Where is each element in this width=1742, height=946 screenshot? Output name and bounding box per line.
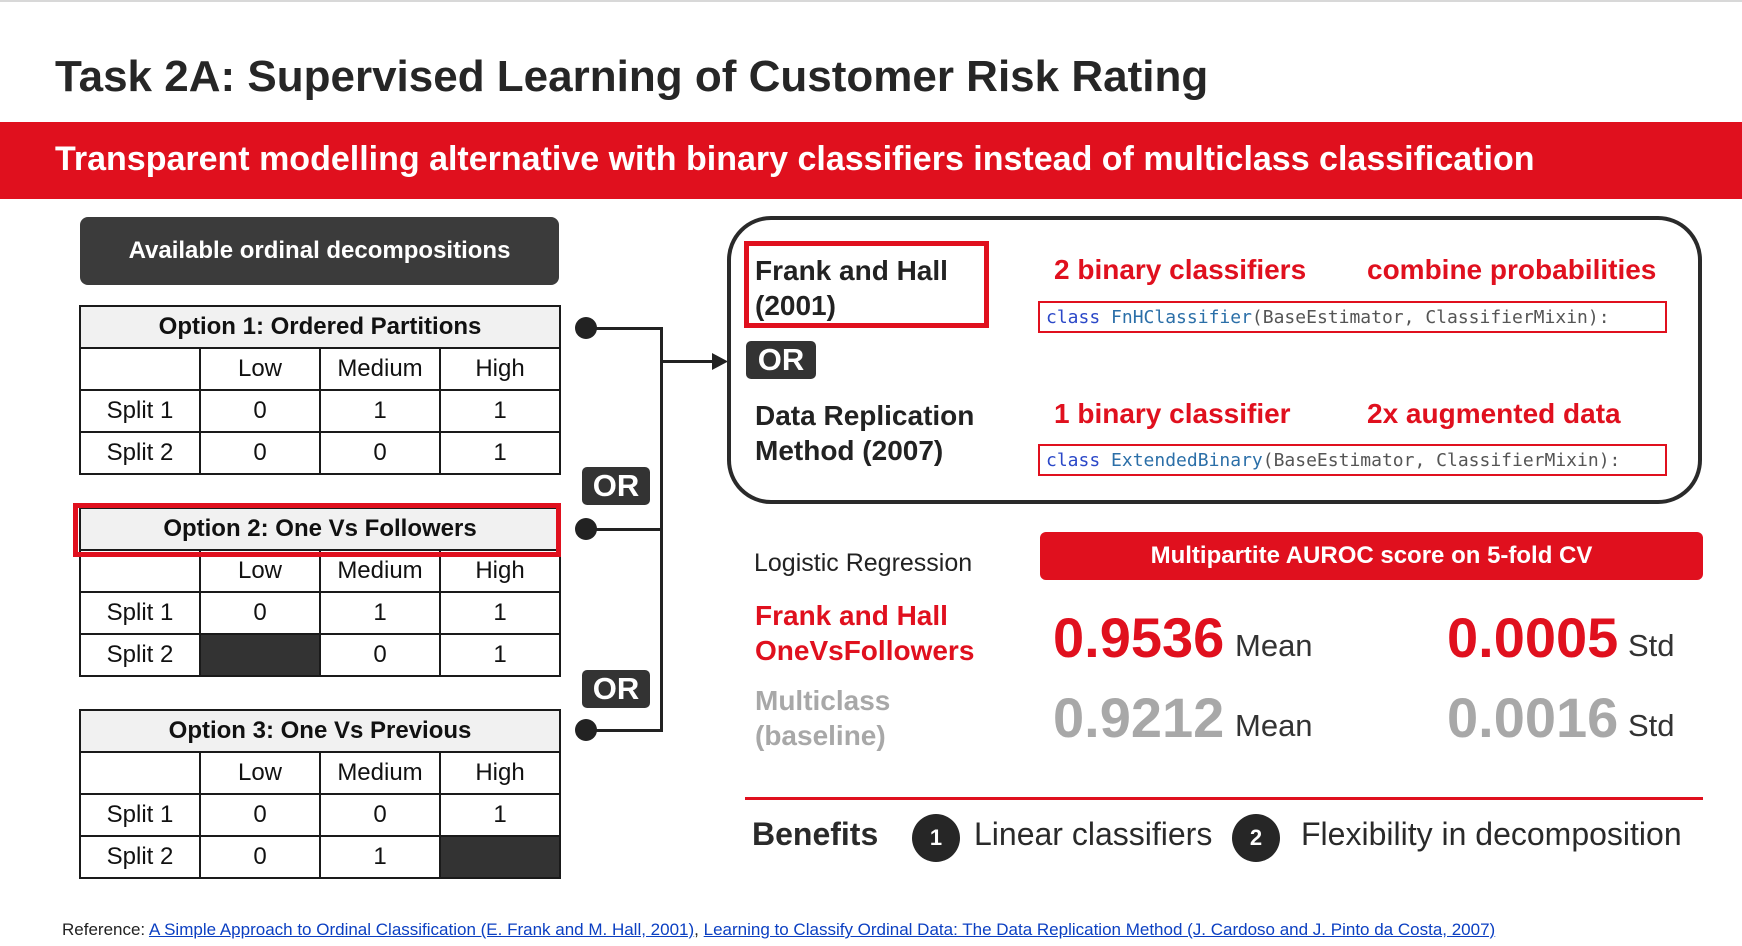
cell: 0 xyxy=(199,591,321,635)
cell: 0 xyxy=(199,835,321,879)
frank-hall-feature-2: combine probabilities xyxy=(1367,254,1657,285)
cell: 1 xyxy=(439,591,561,635)
col-header: Medium xyxy=(319,751,441,795)
methods-or-badge: OR xyxy=(746,341,816,379)
col-header: High xyxy=(438,347,562,391)
option-title: Option 2: One Vs Followers xyxy=(79,507,561,551)
benefits-label: Benefits xyxy=(752,816,879,852)
frank-hall-highlight xyxy=(744,241,989,328)
std-label: Std xyxy=(1628,708,1675,743)
mean-label: Mean xyxy=(1235,628,1313,663)
table-row: Split 2 0 1 xyxy=(79,633,561,677)
cell: 1 xyxy=(438,793,562,837)
reference-link-frank-hall[interactable]: A Simple Approach to Ordinal Classificat… xyxy=(148,920,695,939)
reference-prefix: Reference: xyxy=(62,920,146,939)
blank-cell xyxy=(199,633,321,677)
result-name-frank-hall: Frank and Hall OneVsFollowers xyxy=(755,600,975,666)
option-2-highlight xyxy=(73,503,561,557)
data-replication-name: Data Replication Method (2007) xyxy=(755,400,975,466)
table-row: Split 1 0 1 1 xyxy=(79,591,561,635)
table-header-row: Low Medium High xyxy=(79,751,562,795)
subtitle-text: Transparent modelling alternative with b… xyxy=(55,140,1535,178)
cell: 1 xyxy=(438,389,562,433)
table-row: Split 2 0 0 1 xyxy=(79,431,562,475)
frank-hall-name: Frank and Hall (2001) xyxy=(755,255,948,321)
data-replication-feature-1: 1 binary classifier xyxy=(1054,398,1291,429)
std-score: 0.0005 xyxy=(1447,606,1619,669)
cell: 1 xyxy=(438,431,562,475)
benefit-text: Linear classifiers xyxy=(974,816,1213,852)
benefit-text: Flexibility in decomposition xyxy=(1301,816,1682,852)
cell: 0 xyxy=(319,431,441,475)
arrow-shaft xyxy=(660,360,717,363)
mean-score: 0.9536 xyxy=(1053,606,1225,669)
cell: 1 xyxy=(319,389,441,433)
subtitle-banner: Transparent modelling alternative with b… xyxy=(0,122,1742,199)
result-name-baseline: Multiclass (baseline) xyxy=(755,685,891,751)
option-title: Option 1: Ordered Partitions xyxy=(78,305,562,349)
std-score: 0.0016 xyxy=(1447,686,1619,749)
reference-link-cardoso[interactable]: Learning to Classify Ordinal Data: The D… xyxy=(703,920,1496,939)
benefit-number-badge: 2 xyxy=(1232,814,1280,862)
row-label: Split 2 xyxy=(79,835,201,879)
mean-label: Mean xyxy=(1235,708,1313,743)
top-divider xyxy=(0,0,1742,2)
cell: 1 xyxy=(319,835,441,879)
table-row: Split 1 0 0 1 xyxy=(79,793,562,837)
row-label: Split 2 xyxy=(79,633,201,677)
row-label: Split 1 xyxy=(79,389,201,433)
cell: 0 xyxy=(319,793,441,837)
option-1-table: Option 1: Ordered Partitions Low Medium … xyxy=(78,305,562,475)
model-label: Logistic Regression xyxy=(754,549,973,577)
data-replication-code: class ExtendedBinary (BaseEstimator, Clas… xyxy=(1038,444,1667,476)
frank-hall-code: class FnHClassifier (BaseEstimator, Class… xyxy=(1038,301,1667,333)
connector-trunk xyxy=(660,327,663,732)
table-row: Split 2 0 1 xyxy=(79,835,562,879)
cell: 1 xyxy=(319,591,441,635)
cell: 0 xyxy=(199,389,321,433)
cell: 0 xyxy=(199,793,321,837)
cell: 1 xyxy=(439,633,561,677)
or-badge: OR xyxy=(582,467,650,505)
connector-line xyxy=(586,327,662,330)
option-3-table: Option 3: One Vs Previous Low Medium Hig… xyxy=(78,709,562,879)
benefits-divider xyxy=(745,797,1703,800)
or-badge: OR xyxy=(582,670,650,708)
connector-line xyxy=(586,729,662,732)
benefit-number-badge: 1 xyxy=(912,814,960,862)
blank-cell xyxy=(438,835,562,879)
table-header-row: Low Medium High xyxy=(79,347,562,391)
connector-line xyxy=(586,528,662,531)
arrow-head-icon xyxy=(712,353,728,370)
frank-hall-feature-1: 2 binary classifiers xyxy=(1054,254,1307,285)
reference-line: Reference: A Simple Approach to Ordinal … xyxy=(62,920,1496,939)
col-header: Low xyxy=(199,347,321,391)
cell: 0 xyxy=(319,633,441,677)
col-header: Medium xyxy=(319,347,441,391)
cell: 0 xyxy=(199,431,321,475)
score-header: Multipartite AUROC score on 5-fold CV xyxy=(1040,532,1703,580)
methods-box xyxy=(727,216,1702,504)
row-label: Split 2 xyxy=(79,431,201,475)
mean-score: 0.9212 xyxy=(1053,686,1225,749)
decompositions-header: Available ordinal decompositions xyxy=(80,217,559,285)
option-title: Option 3: One Vs Previous xyxy=(78,709,562,753)
data-replication-feature-2: 2x augmented data xyxy=(1367,398,1621,429)
std-label: Std xyxy=(1628,628,1675,663)
row-label: Split 1 xyxy=(79,793,201,837)
col-header: Low xyxy=(199,751,321,795)
col-header: High xyxy=(438,751,562,795)
slide-title: Task 2A: Supervised Learning of Customer… xyxy=(55,52,1209,101)
row-label: Split 1 xyxy=(79,591,201,635)
table-row: Split 1 0 1 1 xyxy=(79,389,562,433)
